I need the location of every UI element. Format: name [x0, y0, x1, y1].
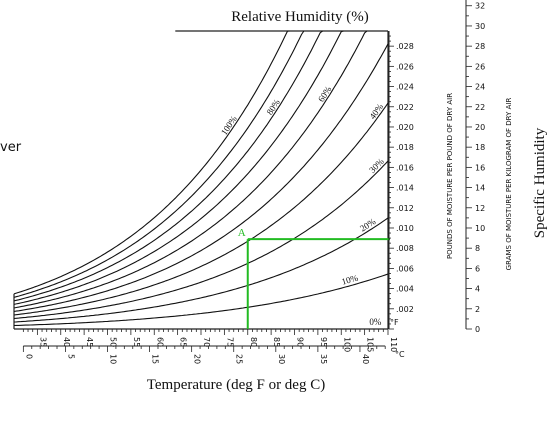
y-tick-label: .004	[396, 285, 414, 294]
chart-title: Relative Humidity (%)	[231, 9, 368, 25]
rh-label-0: 0%	[369, 317, 382, 327]
g-tick-label: 30	[475, 22, 485, 31]
x-tick-label-f: 55	[132, 337, 141, 347]
g-tick-label: 10	[475, 224, 485, 233]
g-tick-label: 28	[475, 42, 485, 51]
x-tick-label-f: 85	[272, 337, 281, 347]
rh-label-100: 100%	[219, 113, 239, 136]
x-tick-label-f: 105	[366, 337, 375, 352]
y-tick-label: .012	[396, 204, 414, 213]
x-tick-label-c: 40	[361, 354, 370, 364]
x-tick-label-f: 70	[202, 337, 211, 347]
x-tick-label-f: 35	[38, 337, 47, 347]
rh-curve-80	[13, 30, 323, 302]
rh-label-30: 30%	[367, 156, 386, 175]
y-axis-label-kg: GRAMS OF MOISTURE PER KILOGRAM OF DRY AI…	[505, 98, 513, 271]
y-tick-label: .016	[396, 163, 414, 172]
g-tick-label: 14	[475, 184, 485, 193]
rh-curve-10	[13, 273, 389, 327]
x-tick-label-f: 75	[225, 337, 234, 347]
rh-curve-90	[13, 30, 305, 298]
g-tick-label: 20	[475, 123, 485, 132]
rh-curve-70	[13, 30, 344, 305]
rh-curve-labels: 100%80%60%40%30%20%10%0%	[219, 84, 386, 327]
x-axis-fahrenheit: 35 40 45 50 55 60 65 70 75 80 85 90 95 100 105 110	[22, 329, 398, 352]
g-tick-label: 26	[475, 62, 485, 71]
y-tick-label: .008	[396, 244, 414, 253]
rh-curve-60	[13, 30, 368, 309]
x-tick-label-f: 50	[109, 337, 118, 347]
g-tick-label: 18	[475, 143, 485, 152]
y-tick-label: .028	[396, 42, 414, 51]
rh-label-10: 10%	[340, 273, 359, 287]
x-tick-label-f: 65	[179, 337, 188, 347]
rh-curve-40	[13, 102, 389, 316]
rh-curve-100	[13, 30, 290, 295]
x-tick-label-c: 5	[66, 354, 75, 359]
y-axis-grams-per-kg: 0246810121416182022242628303234363840	[465, 0, 485, 334]
g-tick-label: 4	[475, 285, 480, 294]
g-tick-label: 32	[475, 2, 485, 11]
x-axis-title: Temperature (deg F or deg C)	[147, 377, 325, 393]
rh-curves	[13, 30, 389, 330]
y-tick-label: .022	[396, 103, 414, 112]
annotation-label: A	[238, 227, 246, 239]
y-axis-label-lb: POUNDS OF MOISTURE PER POUND OF DRY AIR	[446, 93, 454, 259]
y-tick-label: .024	[396, 83, 414, 92]
x-tick-label-f: 80	[249, 337, 258, 347]
y-axis-title: Specific Humidity	[532, 127, 548, 238]
x-tick-label-c: 35	[319, 354, 328, 364]
y-tick-label: .002	[396, 305, 414, 314]
x-axis-celsius: 0 5 10 15 20 25 30 35 40	[22, 345, 386, 364]
y-tick-label: .026	[396, 62, 414, 71]
x-tick-label-f: 60	[155, 337, 164, 347]
g-tick-label: 6	[475, 264, 480, 273]
g-tick-label: 22	[475, 103, 485, 112]
x-tick-label-f: 110	[389, 337, 398, 352]
rh-curve-20	[13, 217, 389, 323]
rh-curve-30	[13, 160, 389, 320]
x-tick-label-c: 25	[235, 354, 244, 364]
x-tick-label-c: 20	[193, 354, 202, 364]
g-tick-label: 24	[475, 83, 485, 92]
x-tick-label-c: 30	[277, 354, 286, 364]
rh-curve-50	[13, 43, 389, 313]
x-tick-label-f: 90	[296, 337, 305, 347]
g-tick-label: 8	[475, 244, 480, 253]
g-tick-label: 2	[475, 305, 480, 314]
unit-celsius: °C	[395, 350, 405, 359]
y-axis-specific-humidity: .002 .004 .006 .008 .010 .012 .014 .016 .018 .020…	[388, 31, 414, 330]
unit-fahrenheit: °F	[390, 318, 399, 327]
cropped-text-fragment: ver	[0, 140, 22, 155]
x-tick-label-f: 40	[62, 337, 71, 347]
x-tick-label-c: 10	[109, 354, 118, 364]
x-tick-label-f: 100	[342, 337, 351, 352]
x-tick-label-c: 15	[151, 354, 160, 364]
y-tick-label: .014	[396, 184, 414, 193]
y-tick-label: .006	[396, 264, 414, 273]
y-tick-label: .010	[396, 224, 414, 233]
x-tick-label-f: 95	[319, 337, 328, 347]
g-tick-label: 0	[475, 325, 480, 334]
g-tick-label: 16	[475, 163, 485, 172]
g-tick-label: 12	[475, 204, 485, 213]
y-tick-label: .018	[396, 143, 414, 152]
annotation-point-a: A	[238, 227, 390, 329]
x-tick-label-f: 45	[85, 337, 94, 347]
x-tick-label-c: 0	[24, 354, 33, 359]
y-tick-label: .020	[396, 123, 414, 132]
